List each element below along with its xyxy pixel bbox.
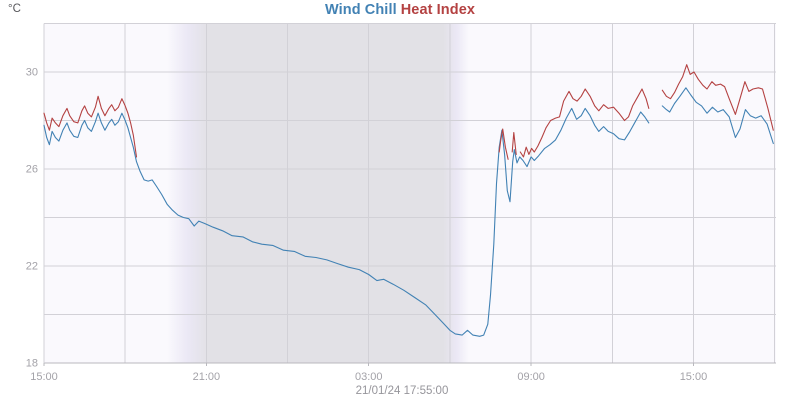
y-tick-label: 18 xyxy=(26,358,38,370)
heat-index-line xyxy=(43,64,774,160)
title-wind-chill-label: Wind Chill xyxy=(324,2,397,18)
wind-chill-line xyxy=(43,87,774,337)
x-tick-label: 09:00 xyxy=(517,371,545,383)
y-tick-label: 22 xyxy=(26,261,38,273)
y-tick-label: 26 xyxy=(26,164,38,176)
day-night-band xyxy=(44,23,776,363)
x-tick-label: 15:00 xyxy=(680,371,708,383)
y-tick-label: 30 xyxy=(26,67,38,79)
chart-title: Wind Chill Heat Index xyxy=(0,2,800,18)
footer-timestamp: 21/01/24 17:55:00 xyxy=(356,385,449,397)
x-tick-label: 21:00 xyxy=(193,371,221,383)
title-heat-index-label: Heat Index xyxy=(400,2,476,18)
y-axis-unit-label: °C xyxy=(8,3,21,15)
x-tick-label: 15:00 xyxy=(30,371,58,383)
x-tick-label: 03:00 xyxy=(355,371,383,383)
